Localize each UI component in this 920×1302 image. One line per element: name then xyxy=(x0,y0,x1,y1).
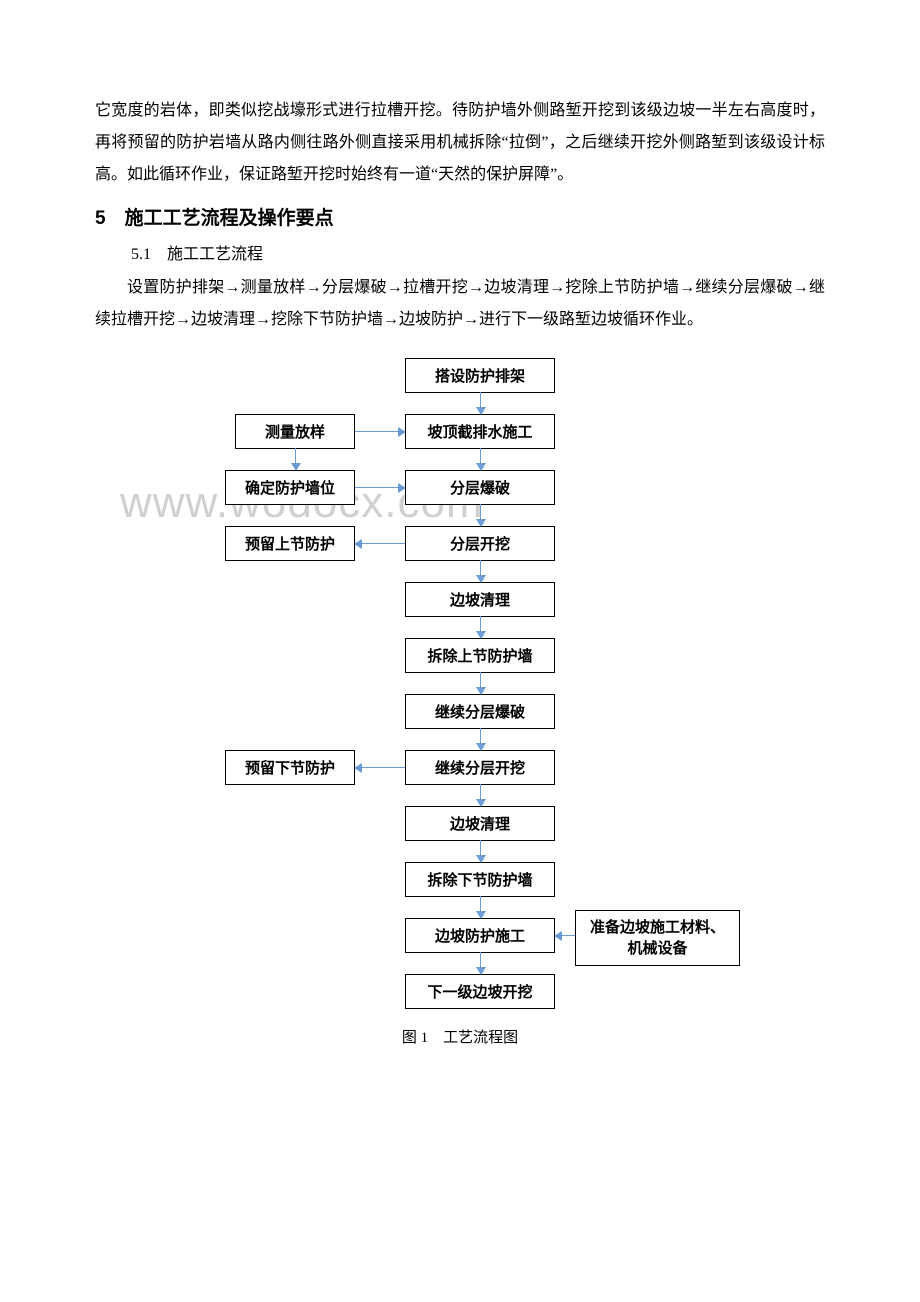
flowchart-arrow-down xyxy=(480,616,481,638)
process-flow-text: 设置防护排架→测量放样→分层爆破→拉槽开挖→边坡清理→挖除上节防护墙→继续分层爆… xyxy=(95,272,825,336)
flowchart-node: 确定防护墙位 xyxy=(225,470,355,505)
flowchart-arrow-down xyxy=(480,952,481,974)
flowchart-arrow-down xyxy=(480,392,481,414)
flowchart-arrow-down xyxy=(480,896,481,918)
flowchart-node: 预留上节防护 xyxy=(225,526,355,561)
flowchart-arrow-left xyxy=(555,935,575,936)
flowchart-node: 拆除上节防护墙 xyxy=(405,638,555,673)
flowchart-arrow-down xyxy=(295,448,296,470)
flowchart-arrow-down xyxy=(480,504,481,526)
process-flowchart: www.wodocx.com 搭设防护排架坡顶截排水施工测量放样分层爆破确定防护… xyxy=(180,348,740,1018)
flowchart-arrow-down xyxy=(480,784,481,806)
flowchart-node: 搭设防护排架 xyxy=(405,358,555,393)
flowchart-arrow-right xyxy=(355,487,405,488)
flowchart-arrow-down xyxy=(480,840,481,862)
flowchart-node: 边坡防护施工 xyxy=(405,918,555,953)
flowchart-node: 准备边坡施工材料、机械设备 xyxy=(575,910,740,966)
figure-caption: 图 1 工艺流程图 xyxy=(95,1026,825,1047)
flowchart-arrow-down xyxy=(480,672,481,694)
flowchart-arrow-down xyxy=(480,560,481,582)
body-paragraph-continuation: 它宽度的岩体，即类似挖战壕形式进行拉槽开挖。待防护墙外侧路堑开挖到该级边坡一半左… xyxy=(95,95,825,191)
flowchart-node: 继续分层爆破 xyxy=(405,694,555,729)
flowchart-node: 继续分层开挖 xyxy=(405,750,555,785)
flowchart-node: 边坡清理 xyxy=(405,806,555,841)
flowchart-arrow-right xyxy=(355,431,405,432)
flowchart-node: 测量放样 xyxy=(235,414,355,449)
flowchart-node: 分层爆破 xyxy=(405,470,555,505)
flowchart-node: 下一级边坡开挖 xyxy=(405,974,555,1009)
flowchart-node: 分层开挖 xyxy=(405,526,555,561)
subsection-heading-5-1: 5.1 施工工艺流程 xyxy=(131,240,825,264)
flowchart-arrow-left xyxy=(355,767,405,768)
flowchart-node: 拆除下节防护墙 xyxy=(405,862,555,897)
flowchart-arrow-down xyxy=(480,728,481,750)
flowchart-arrow-down xyxy=(480,448,481,470)
flowchart-container: www.wodocx.com 搭设防护排架坡顶截排水施工测量放样分层爆破确定防护… xyxy=(95,348,825,1018)
flowchart-node: 坡顶截排水施工 xyxy=(405,414,555,449)
flowchart-arrow-left xyxy=(355,543,405,544)
flowchart-node: 预留下节防护 xyxy=(225,750,355,785)
flowchart-node: 边坡清理 xyxy=(405,582,555,617)
section-heading-5: 5 施工工艺流程及操作要点 xyxy=(95,203,825,230)
